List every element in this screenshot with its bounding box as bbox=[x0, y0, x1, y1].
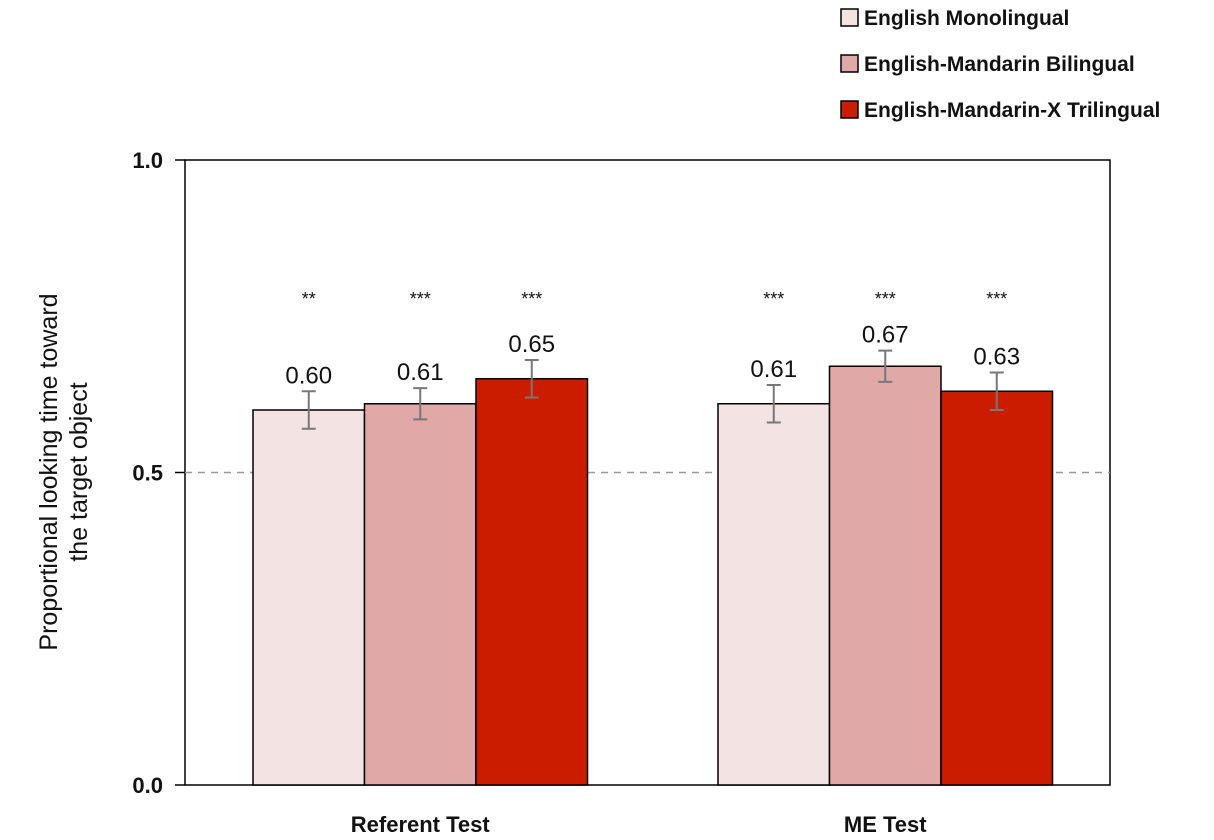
plot-area: 0.60 0.610.650.610.670.63 ** *** *** *** *** *… bbox=[184, 159, 1111, 786]
data-label: 0.63 bbox=[973, 344, 1020, 371]
bar bbox=[717, 403, 831, 786]
bar bbox=[475, 378, 589, 786]
x-tick-label: ME Test bbox=[844, 812, 927, 837]
legend-swatch bbox=[840, 100, 859, 119]
legend-label: English-Mandarin-X Trilingual bbox=[864, 99, 1160, 122]
y-tick-label: 1.0 bbox=[132, 148, 163, 173]
legend-swatch bbox=[840, 54, 859, 73]
bar bbox=[252, 409, 366, 786]
significance-marker: *** bbox=[875, 289, 896, 309]
legend: English Monolingual English-Mandarin Bili… bbox=[840, 7, 1160, 122]
x-tick-label: Referent Test bbox=[351, 812, 491, 837]
significance-marker: *** bbox=[410, 289, 431, 309]
bar bbox=[363, 403, 477, 786]
bars bbox=[252, 365, 1054, 786]
data-label: 0.61 bbox=[397, 359, 444, 386]
y-tick-label: 0.0 bbox=[132, 773, 163, 798]
y-axis-label-line: Proportional looking time toward bbox=[35, 293, 63, 650]
legend-label: English Monolingual bbox=[864, 7, 1069, 30]
data-label: 0.61 bbox=[750, 356, 797, 383]
x-axis: Referent Test ME Test bbox=[351, 812, 928, 837]
data-label: 0.60 bbox=[285, 362, 332, 389]
y-axis-label: Proportional looking time towardthe targ… bbox=[35, 293, 93, 650]
y-axis-label-line: the target object bbox=[65, 382, 93, 561]
significance-marker: *** bbox=[521, 289, 542, 309]
significance-marker: *** bbox=[986, 289, 1007, 309]
error-bars bbox=[301, 349, 1004, 430]
significance-marker: ** bbox=[302, 289, 316, 309]
y-axis: 0.0 0.5 1.0 bbox=[132, 148, 185, 798]
significance-markers: ** *** *** *** *** *** bbox=[302, 289, 1008, 309]
significance-marker: *** bbox=[763, 289, 784, 309]
data-label: 0.65 bbox=[508, 331, 555, 358]
value-labels: 0.60 0.61 0.65 0.61 0.67 0.63 bbox=[285, 322, 1020, 390]
legend-swatch bbox=[840, 8, 859, 27]
y-tick-label: 0.5 bbox=[132, 461, 163, 486]
bar bbox=[828, 365, 942, 786]
legend-label: English-Mandarin Bilingual bbox=[864, 53, 1135, 76]
bar bbox=[940, 390, 1054, 786]
data-label: 0.67 bbox=[862, 322, 909, 349]
